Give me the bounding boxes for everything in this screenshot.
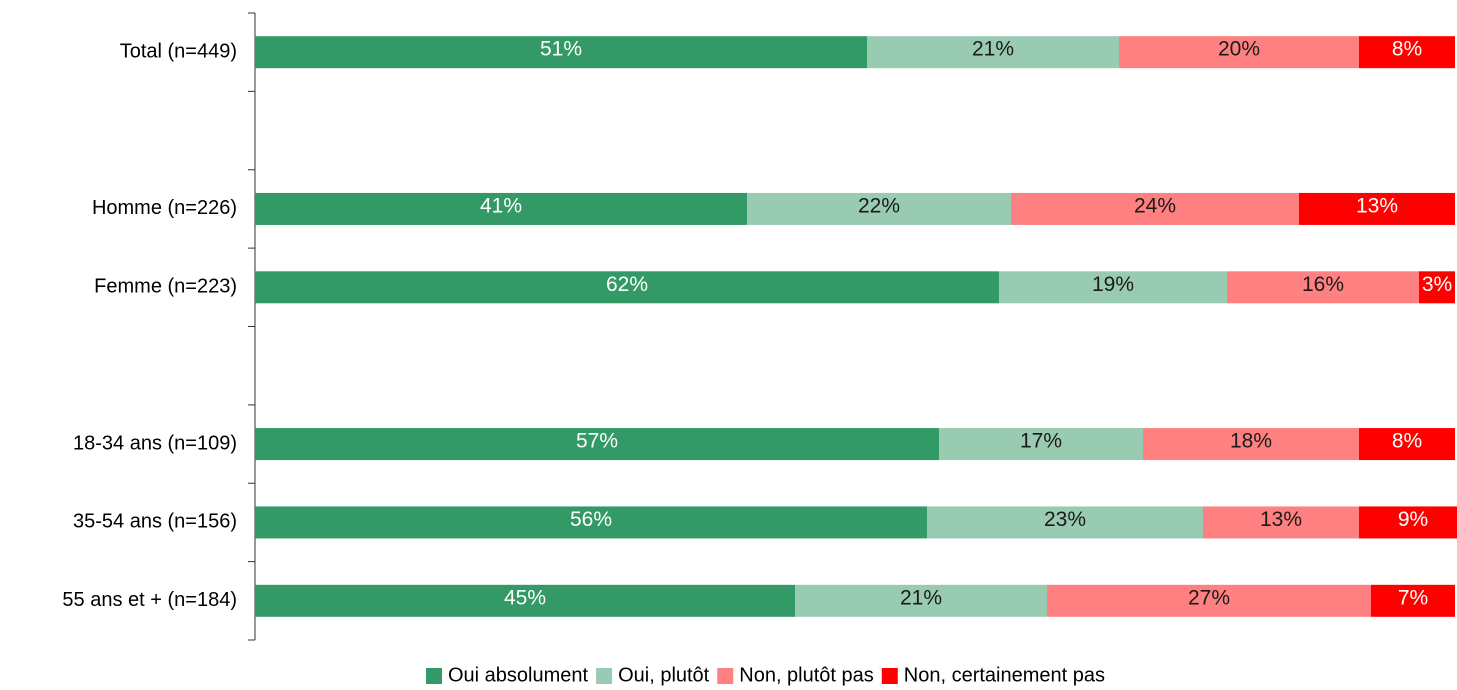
data-label: 16% — [1302, 273, 1344, 296]
data-label: 7% — [1398, 586, 1428, 609]
legend-swatch — [426, 668, 442, 684]
data-label: 8% — [1392, 38, 1422, 61]
bar-segment — [999, 271, 1227, 304]
data-label: 45% — [504, 586, 546, 609]
legend-label: Non, certainement pas — [904, 664, 1105, 686]
category-label: 18-34 ans (n=109) — [73, 432, 237, 454]
data-label: 9% — [1398, 508, 1428, 531]
bar-segment — [1299, 192, 1455, 225]
data-label: 62% — [606, 273, 648, 296]
legend-swatch — [717, 668, 734, 684]
legend-swatch — [596, 668, 613, 684]
category-label: Total (n=449) — [120, 40, 237, 62]
bar-segment — [255, 271, 999, 304]
bar-segment — [927, 506, 1203, 539]
bar-segment — [1011, 192, 1299, 225]
data-label: 27% — [1188, 586, 1230, 609]
bar-segment — [1371, 584, 1455, 617]
data-label: 18% — [1230, 430, 1272, 453]
bar-segment — [255, 506, 927, 539]
data-label: 41% — [480, 194, 522, 217]
bar-segment — [1047, 584, 1371, 617]
bar-segment — [1203, 506, 1359, 539]
data-label: 19% — [1092, 273, 1134, 296]
data-label: 24% — [1134, 194, 1176, 217]
category-label: 55 ans et + (n=184) — [62, 589, 237, 611]
data-label: 20% — [1218, 38, 1260, 61]
data-label: 17% — [1020, 430, 1062, 453]
data-label: 23% — [1044, 508, 1086, 531]
data-label: 21% — [900, 586, 942, 609]
bar-segment — [795, 584, 1047, 617]
data-label: 13% — [1260, 508, 1302, 531]
legend-label: Oui, plutôt — [618, 664, 710, 686]
category-label: Femme (n=223) — [94, 276, 237, 298]
data-label: 56% — [570, 508, 612, 531]
bar-segment — [1359, 428, 1455, 461]
bar-segment — [255, 192, 747, 225]
bar-segment — [255, 36, 867, 69]
legend-label: Non, plutôt pas — [739, 664, 874, 686]
legend-swatch — [881, 668, 898, 684]
bar-segment — [1143, 428, 1359, 461]
bar-segment — [1359, 506, 1457, 539]
bar-segment — [747, 192, 1011, 225]
category-label: 35-54 ans (n=156) — [73, 511, 237, 533]
data-label: 57% — [576, 430, 618, 453]
bar-segment — [867, 36, 1119, 69]
data-label: 8% — [1392, 430, 1422, 453]
data-label: 51% — [540, 38, 582, 61]
bar-segment — [1359, 36, 1455, 69]
category-label: Homme (n=226) — [92, 197, 237, 219]
data-label: 22% — [858, 194, 900, 217]
data-label: 3% — [1422, 273, 1452, 296]
bar-segment — [1227, 271, 1419, 304]
bar-segment — [1119, 36, 1359, 69]
bar-segment — [255, 428, 939, 461]
legend-label: Oui absolument — [448, 664, 589, 686]
data-label: 21% — [972, 38, 1014, 61]
bar-segment — [255, 584, 795, 617]
bar-segment — [1419, 271, 1455, 304]
data-label: 13% — [1356, 194, 1398, 217]
bar-segment — [939, 428, 1143, 461]
